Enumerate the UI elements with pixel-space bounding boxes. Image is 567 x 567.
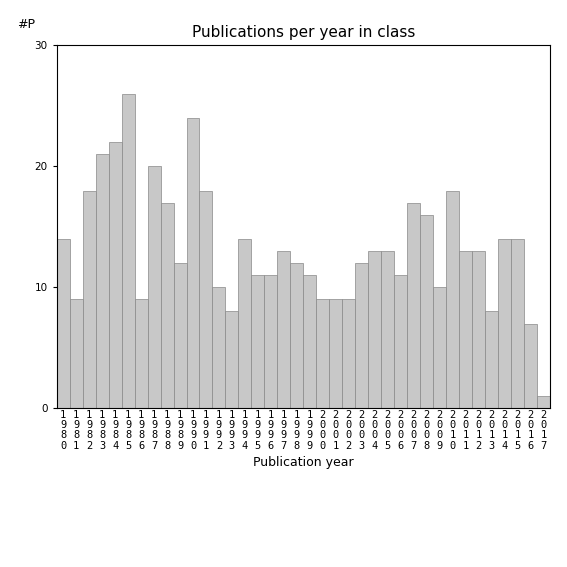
Bar bbox=[57, 239, 70, 408]
Bar bbox=[446, 191, 459, 408]
Bar bbox=[485, 311, 498, 408]
Bar bbox=[472, 251, 485, 408]
Bar bbox=[134, 299, 147, 408]
Bar bbox=[524, 324, 537, 408]
Bar bbox=[96, 154, 109, 408]
Bar bbox=[121, 94, 134, 408]
Bar bbox=[174, 263, 187, 408]
Bar bbox=[420, 215, 433, 408]
Bar bbox=[213, 287, 226, 408]
Bar bbox=[511, 239, 524, 408]
Bar bbox=[537, 396, 550, 408]
Bar bbox=[70, 299, 83, 408]
Bar bbox=[498, 239, 511, 408]
Text: #P: #P bbox=[17, 18, 35, 31]
Bar bbox=[200, 191, 213, 408]
Bar bbox=[303, 275, 316, 408]
Bar bbox=[356, 263, 368, 408]
Bar bbox=[381, 251, 394, 408]
X-axis label: Publication year: Publication year bbox=[253, 456, 354, 469]
Bar bbox=[239, 239, 251, 408]
Bar bbox=[226, 311, 239, 408]
Bar bbox=[433, 287, 446, 408]
Bar bbox=[251, 275, 264, 408]
Bar bbox=[187, 118, 200, 408]
Bar bbox=[407, 202, 420, 408]
Bar bbox=[316, 299, 329, 408]
Bar bbox=[277, 251, 290, 408]
Bar bbox=[368, 251, 381, 408]
Bar bbox=[394, 275, 407, 408]
Bar bbox=[147, 166, 160, 408]
Title: Publications per year in class: Publications per year in class bbox=[192, 25, 415, 40]
Bar bbox=[83, 191, 96, 408]
Bar bbox=[160, 202, 174, 408]
Bar bbox=[342, 299, 356, 408]
Bar bbox=[264, 275, 277, 408]
Bar bbox=[329, 299, 342, 408]
Bar bbox=[290, 263, 303, 408]
Bar bbox=[109, 142, 121, 408]
Bar bbox=[459, 251, 472, 408]
